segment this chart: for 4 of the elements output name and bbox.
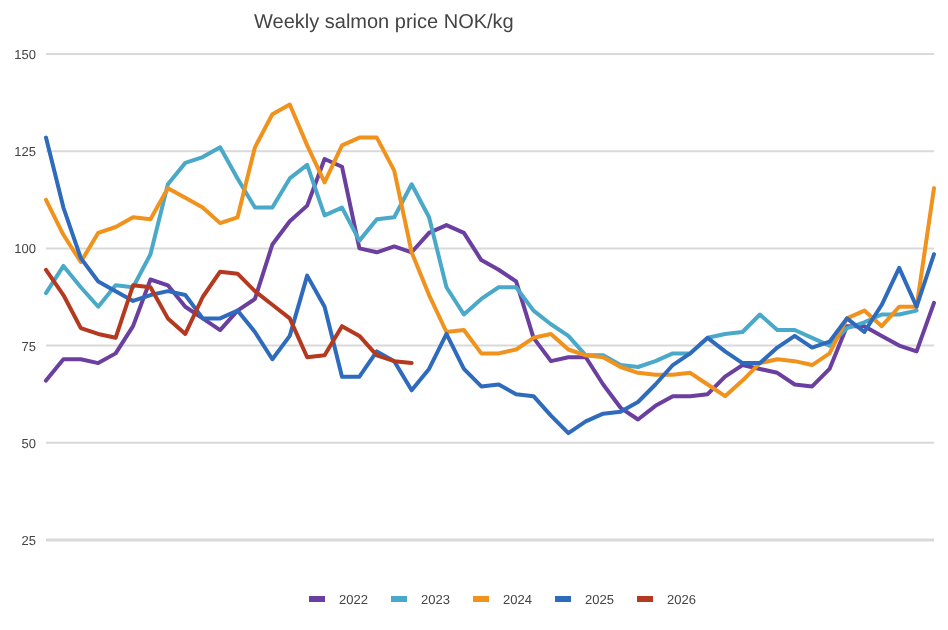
line-series <box>44 145 919 369</box>
line-series <box>44 267 414 366</box>
chart-title: Weekly salmon price NOK/kg <box>254 12 514 34</box>
line-series <box>44 102 936 399</box>
